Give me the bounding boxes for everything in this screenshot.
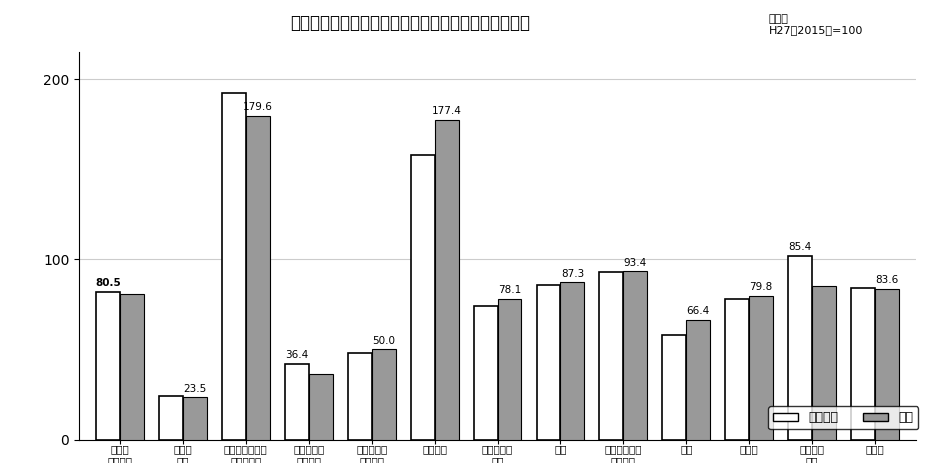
Text: 輸送機械: 輸送機械 <box>422 444 447 454</box>
Bar <box>285 364 308 439</box>
Text: 木材・木
製品: 木材・木 製品 <box>800 444 825 463</box>
Bar <box>812 286 836 439</box>
Bar <box>788 256 812 439</box>
Bar <box>372 350 395 439</box>
Text: 電子部品・
デバイス: 電子部品・ デバイス <box>294 444 324 463</box>
Text: 80.5: 80.5 <box>95 278 121 288</box>
Text: 85.4: 85.4 <box>788 242 812 252</box>
Bar <box>725 299 749 439</box>
Legend: 前年同月, 当月: 前年同月, 当月 <box>768 407 918 429</box>
Text: 電気・情報
通信機械: 電気・情報 通信機械 <box>356 444 388 463</box>
Text: パルプ・紙・
紙加工品: パルプ・紙・ 紙加工品 <box>605 444 642 463</box>
Bar <box>560 282 584 439</box>
Bar <box>348 353 372 439</box>
Text: 業種別の生産指数（原指数）の当月と前年同月の比較: 業種別の生産指数（原指数）の当月と前年同月の比較 <box>290 14 530 32</box>
Text: 36.4: 36.4 <box>285 350 308 360</box>
Bar <box>875 289 899 439</box>
Bar <box>183 397 207 439</box>
Bar <box>159 396 183 439</box>
Text: 鉱工業
（総合）: 鉱工業 （総合） <box>107 444 132 463</box>
Text: 原指数
H27（2015）=100: 原指数 H27（2015）=100 <box>769 14 863 36</box>
Bar <box>434 120 459 439</box>
Text: 87.3: 87.3 <box>561 269 584 279</box>
Bar <box>599 272 624 439</box>
Bar <box>246 116 269 439</box>
Bar <box>537 285 560 439</box>
Text: 50.0: 50.0 <box>372 336 395 346</box>
Text: 79.8: 79.8 <box>749 282 773 292</box>
Bar <box>663 335 686 439</box>
Bar <box>411 155 434 439</box>
Text: 食料品: 食料品 <box>740 444 759 454</box>
Text: 窯業・土石
製品: 窯業・土石 製品 <box>482 444 514 463</box>
Bar <box>851 288 875 439</box>
Text: 23.5: 23.5 <box>184 383 207 394</box>
Text: 汎用・生産用・
業務用機械: 汎用・生産用・ 業務用機械 <box>224 444 267 463</box>
Text: 179.6: 179.6 <box>243 102 273 112</box>
Text: 177.4: 177.4 <box>432 106 461 116</box>
Bar <box>498 299 522 439</box>
Bar <box>96 292 120 439</box>
Bar <box>749 296 774 439</box>
Bar <box>686 320 710 439</box>
Text: 鉄鋼・
金属: 鉄鋼・ 金属 <box>173 444 192 463</box>
Bar <box>308 374 333 439</box>
Bar <box>222 94 246 439</box>
Bar <box>473 306 498 439</box>
Text: 78.1: 78.1 <box>498 285 521 295</box>
Text: 93.4: 93.4 <box>624 257 647 268</box>
Bar <box>624 271 648 439</box>
Text: 66.4: 66.4 <box>687 306 710 316</box>
Text: その他: その他 <box>866 444 884 454</box>
Bar <box>120 294 144 439</box>
Text: 繊維: 繊維 <box>680 444 692 454</box>
Text: 化学: 化学 <box>555 444 567 454</box>
Text: 83.6: 83.6 <box>875 275 898 285</box>
